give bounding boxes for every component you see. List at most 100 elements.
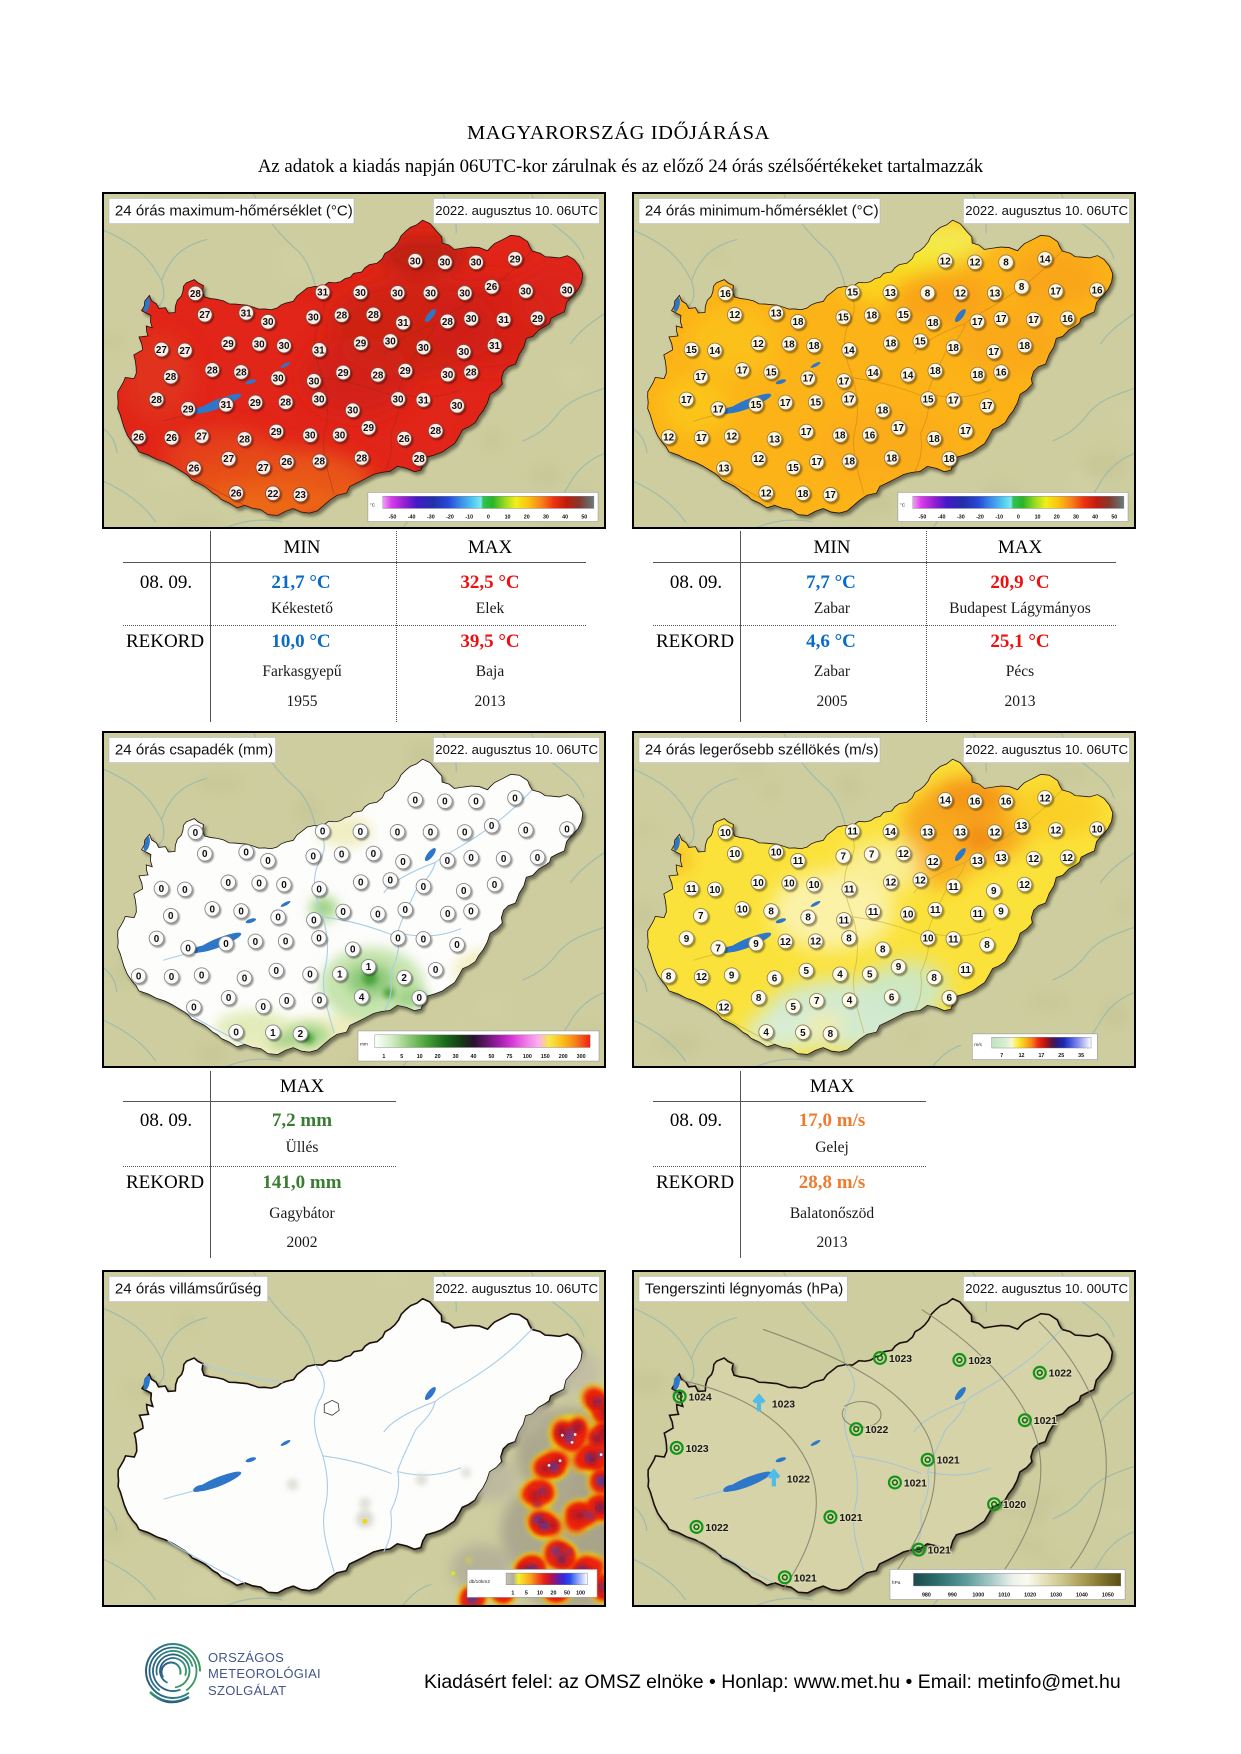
svg-text:150: 150	[541, 1054, 550, 1060]
svg-text:30: 30	[393, 395, 405, 406]
svg-text:12: 12	[1019, 1053, 1025, 1059]
svg-text:100: 100	[576, 1591, 585, 1597]
svg-text:15: 15	[838, 313, 850, 324]
svg-text:28: 28	[280, 398, 292, 409]
svg-text:30: 30	[543, 515, 549, 521]
svg-text:10: 10	[753, 878, 765, 889]
svg-text:50: 50	[488, 1054, 494, 1060]
svg-text:24 órás maximum-hőmérséklet (°: 24 órás maximum-hőmérséklet (°C)	[115, 203, 353, 220]
svg-text:0: 0	[310, 852, 316, 863]
svg-text:17: 17	[988, 347, 1000, 358]
svg-text:12: 12	[753, 339, 765, 350]
svg-text:0: 0	[564, 824, 570, 835]
svg-text:11: 11	[686, 884, 697, 895]
svg-text:1022: 1022	[1049, 1369, 1072, 1380]
svg-text:1020: 1020	[1024, 1592, 1036, 1598]
svg-text:0: 0	[375, 909, 381, 920]
svg-text:16: 16	[996, 367, 1008, 378]
svg-text:0: 0	[242, 973, 248, 984]
svg-text:1: 1	[270, 1028, 276, 1039]
svg-text:26: 26	[166, 433, 178, 444]
svg-text:9: 9	[753, 939, 759, 950]
svg-text:0: 0	[256, 878, 262, 889]
svg-text:14: 14	[885, 827, 897, 838]
svg-text:1024: 1024	[689, 1392, 712, 1403]
svg-text:0: 0	[421, 934, 427, 945]
svg-text:16: 16	[1062, 314, 1074, 325]
svg-text:2022. augusztus 10. 06UTC: 2022. augusztus 10. 06UTC	[965, 203, 1128, 218]
svg-text:31: 31	[498, 315, 510, 326]
svg-text:18: 18	[844, 457, 856, 468]
svg-text:30: 30	[418, 343, 430, 354]
svg-text:1022: 1022	[865, 1425, 888, 1436]
svg-text:10: 10	[505, 515, 511, 521]
svg-text:30: 30	[452, 401, 464, 412]
svg-text:12: 12	[761, 488, 773, 499]
svg-text:12: 12	[810, 937, 822, 948]
svg-text:0: 0	[445, 909, 451, 920]
svg-text:29: 29	[183, 404, 195, 415]
svg-text:200: 200	[559, 1054, 568, 1060]
svg-text:0: 0	[433, 965, 439, 976]
svg-text:11: 11	[868, 907, 879, 918]
svg-text:-30: -30	[957, 515, 965, 521]
svg-text:31: 31	[314, 345, 326, 356]
svg-text:1021: 1021	[937, 1456, 960, 1467]
svg-text:0: 0	[421, 882, 427, 893]
svg-text:17: 17	[843, 394, 855, 405]
svg-text:0: 0	[154, 934, 160, 945]
svg-text:°C: °C	[370, 502, 376, 508]
svg-text:6: 6	[889, 992, 895, 1003]
svg-text:8: 8	[925, 288, 931, 299]
svg-text:11: 11	[948, 934, 959, 945]
svg-text:10: 10	[537, 1591, 543, 1597]
svg-text:17: 17	[1050, 287, 1062, 298]
svg-text:0: 0	[395, 934, 401, 945]
svg-text:13: 13	[972, 856, 984, 867]
svg-text:12: 12	[663, 432, 675, 443]
svg-text:Tengerszinti légnyomás (hPa): Tengerszinti légnyomás (hPa)	[645, 1281, 843, 1298]
svg-text:0: 0	[492, 880, 498, 891]
svg-text:28: 28	[466, 367, 478, 378]
svg-text:0: 0	[191, 1003, 197, 1014]
svg-text:20: 20	[1054, 515, 1060, 521]
svg-text:31: 31	[489, 341, 501, 352]
svg-text:0: 0	[512, 793, 518, 804]
svg-text:15: 15	[847, 288, 859, 299]
svg-text:30: 30	[466, 314, 478, 325]
svg-text:30: 30	[453, 1054, 459, 1060]
svg-text:17: 17	[681, 395, 693, 406]
svg-text:18: 18	[885, 339, 897, 350]
svg-text:15: 15	[915, 337, 927, 348]
svg-text:-20: -20	[976, 515, 984, 521]
svg-text:26: 26	[188, 464, 200, 475]
svg-text:1000: 1000	[972, 1592, 984, 1598]
svg-text:17: 17	[695, 372, 707, 383]
svg-text:40: 40	[1092, 515, 1098, 521]
svg-text:14: 14	[844, 345, 856, 356]
svg-text:13: 13	[885, 288, 897, 299]
svg-text:0: 0	[358, 827, 364, 838]
svg-text:2022. augusztus 10. 06UTC: 2022. augusztus 10. 06UTC	[435, 742, 598, 757]
svg-text:27: 27	[156, 345, 168, 356]
svg-text:0: 0	[253, 937, 259, 948]
svg-text:0: 0	[350, 945, 356, 956]
svg-text:28: 28	[430, 426, 442, 437]
svg-text:6: 6	[772, 973, 778, 984]
svg-text:27: 27	[223, 454, 235, 465]
svg-text:20: 20	[550, 1591, 556, 1597]
svg-text:17: 17	[803, 374, 815, 385]
svg-text:8: 8	[768, 906, 774, 917]
svg-text:30: 30	[410, 256, 422, 267]
svg-text:0: 0	[316, 933, 322, 944]
svg-text:1040: 1040	[1076, 1592, 1088, 1598]
svg-text:1023: 1023	[686, 1444, 709, 1455]
svg-text:12: 12	[726, 432, 738, 443]
svg-text:30: 30	[254, 339, 266, 350]
svg-text:28: 28	[190, 289, 202, 300]
svg-text:12: 12	[718, 1003, 730, 1014]
svg-text:7: 7	[840, 852, 846, 863]
svg-text:30: 30	[442, 370, 454, 381]
svg-text:40: 40	[471, 1054, 477, 1060]
svg-text:28: 28	[372, 370, 384, 381]
